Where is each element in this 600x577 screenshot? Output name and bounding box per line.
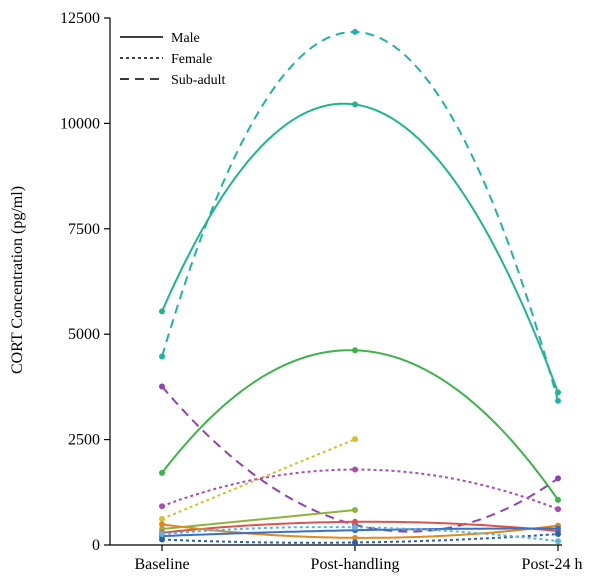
series-11 bbox=[159, 524, 561, 545]
data-point bbox=[159, 353, 165, 360]
series-1 bbox=[159, 101, 561, 396]
series-6 bbox=[159, 507, 358, 532]
y-tick-label: 0 bbox=[92, 537, 100, 554]
series-line bbox=[161, 533, 559, 544]
x-tick-label: Baseline bbox=[134, 556, 189, 573]
data-point bbox=[352, 466, 358, 473]
series-4 bbox=[159, 436, 358, 522]
data-point bbox=[159, 531, 165, 538]
y-tick-label: 10000 bbox=[60, 115, 100, 132]
data-point bbox=[555, 525, 561, 532]
data-point bbox=[352, 436, 358, 443]
data-point bbox=[352, 518, 358, 525]
data-point bbox=[159, 383, 165, 390]
data-point bbox=[352, 28, 358, 35]
data-point bbox=[555, 496, 561, 503]
data-point bbox=[352, 539, 358, 546]
x-tick-label: Post-24 h bbox=[522, 556, 583, 573]
series-line bbox=[161, 30, 559, 402]
data-point bbox=[352, 347, 358, 354]
data-point bbox=[555, 389, 561, 396]
series-line bbox=[161, 520, 559, 534]
data-point bbox=[555, 531, 561, 538]
series-2 bbox=[159, 347, 561, 503]
y-tick-label: 5000 bbox=[68, 326, 100, 343]
x-tick-label: Post-handling bbox=[311, 556, 400, 573]
data-point bbox=[555, 475, 561, 482]
y-tick-label: 2500 bbox=[68, 432, 100, 449]
data-point bbox=[159, 469, 165, 476]
legend-label: Female bbox=[171, 52, 212, 67]
series-line bbox=[161, 349, 559, 501]
series-10 bbox=[159, 531, 561, 546]
data-point bbox=[352, 534, 358, 541]
data-point bbox=[555, 397, 561, 404]
axes: 0 2500 5000 7500 10000 12500 Baseline Post-hand… bbox=[60, 10, 582, 573]
series-line bbox=[161, 509, 356, 530]
series-line bbox=[161, 523, 559, 539]
y-tick-label: 7500 bbox=[68, 221, 100, 238]
series-line bbox=[161, 438, 356, 520]
series-5 bbox=[159, 466, 561, 513]
series-line bbox=[161, 527, 559, 538]
data-point bbox=[159, 308, 165, 315]
data-point bbox=[159, 503, 165, 510]
y-axis-label: CORT Concentration (pg/ml) bbox=[9, 186, 26, 374]
data-point bbox=[352, 507, 358, 514]
data-point bbox=[352, 524, 358, 531]
data-point bbox=[159, 536, 165, 543]
series-3 bbox=[159, 383, 561, 533]
data-point bbox=[159, 521, 165, 528]
data-point bbox=[555, 538, 561, 545]
data-point bbox=[352, 101, 358, 108]
series-0 bbox=[159, 28, 561, 404]
y-tick-label: 12500 bbox=[60, 10, 100, 27]
series-layer bbox=[159, 28, 561, 546]
legend-label: Sub-adult bbox=[171, 73, 226, 88]
data-point bbox=[159, 515, 165, 522]
legend-label: Male bbox=[171, 31, 200, 46]
series-line bbox=[161, 526, 559, 543]
legend: Male Female Sub-adult bbox=[120, 31, 226, 88]
series-line bbox=[161, 468, 559, 511]
series-line bbox=[161, 102, 559, 393]
series-line bbox=[161, 385, 559, 533]
data-point bbox=[555, 506, 561, 513]
